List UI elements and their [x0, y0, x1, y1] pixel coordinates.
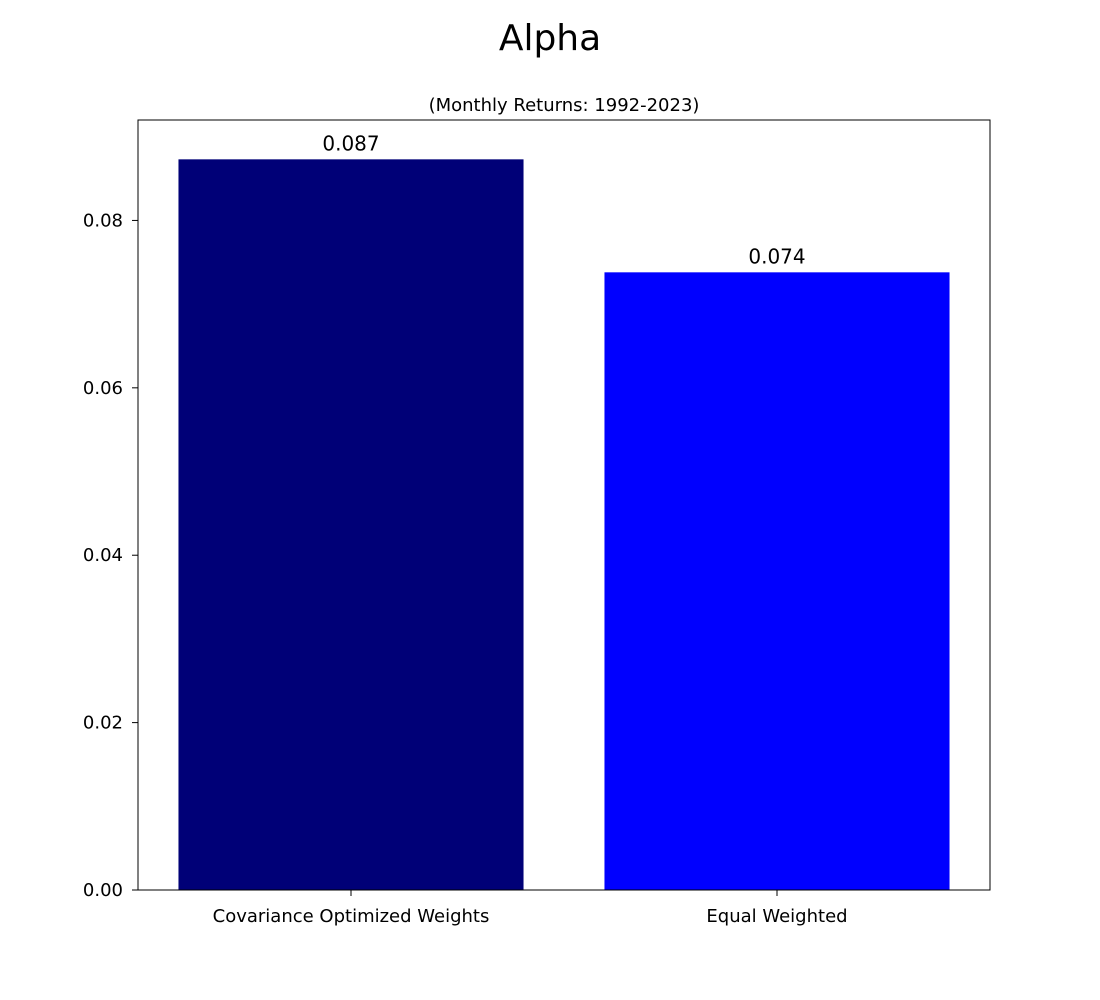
- x-tick-label-0: Covariance Optimized Weights: [213, 906, 490, 927]
- data-labels-group: 0.087 0.074: [322, 131, 805, 268]
- chart-subtitle: (Monthly Returns: 1992-2023): [429, 95, 700, 116]
- plot-frame: [137, 119, 991, 891]
- y-axis: 0.00 0.02 0.04 0.06 0.08: [83, 210, 138, 901]
- bar-0: [178, 159, 524, 890]
- y-tick-label-1: 0.02: [83, 713, 123, 734]
- y-tick-label-4: 0.08: [83, 210, 123, 231]
- data-label-1: 0.074: [748, 244, 805, 268]
- x-tick-label-1: Equal Weighted: [706, 906, 847, 927]
- x-axis: Covariance Optimized Weights Equal Weight…: [213, 890, 848, 927]
- y-tick-label-3: 0.06: [83, 378, 123, 399]
- bars-group: [178, 159, 950, 891]
- y-tick-label-2: 0.04: [83, 545, 123, 566]
- y-tick-label-0: 0.00: [83, 880, 123, 901]
- data-label-0: 0.087: [322, 131, 379, 155]
- chart-title: Alpha: [499, 18, 601, 59]
- bar-1: [604, 272, 950, 891]
